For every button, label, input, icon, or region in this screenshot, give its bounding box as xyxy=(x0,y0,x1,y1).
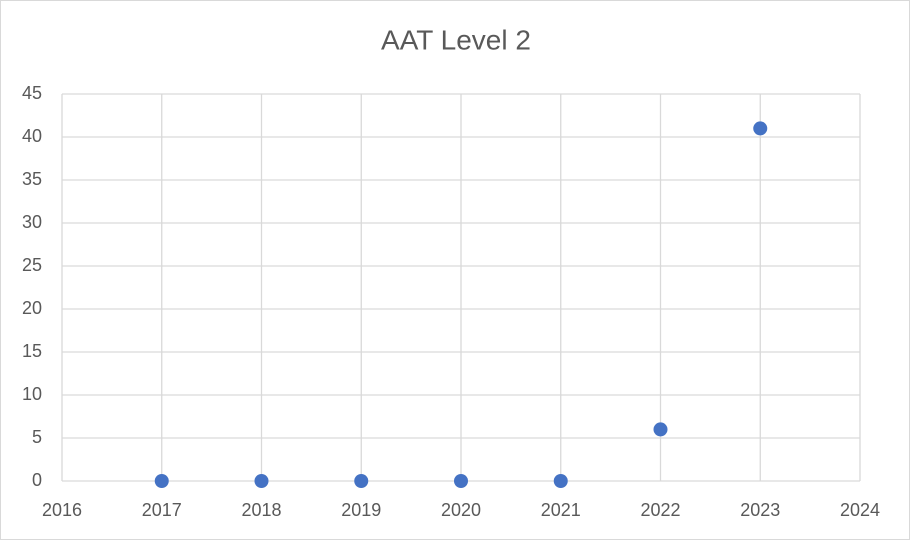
x-tick-label: 2017 xyxy=(142,500,182,520)
point xyxy=(254,474,269,488)
chart-title: AAT Level 2 xyxy=(381,24,531,55)
point xyxy=(553,474,568,488)
y-tick-label: 30 xyxy=(22,212,42,232)
y-tick-label: 0 xyxy=(32,470,42,490)
x-tick-label: 2018 xyxy=(241,500,281,520)
x-tick-label: 2024 xyxy=(840,500,880,520)
x-tick-label: 2021 xyxy=(541,500,581,520)
y-tick-label: 10 xyxy=(22,384,42,404)
x-tick-label: 2016 xyxy=(42,500,82,520)
y-tick-label: 5 xyxy=(32,427,42,447)
y-tick-label: 25 xyxy=(22,255,42,275)
y-tick-label: 35 xyxy=(22,169,42,189)
point xyxy=(454,474,468,488)
y-tick-label: 20 xyxy=(22,298,42,318)
x-tick-label: 2023 xyxy=(740,500,780,520)
y-tick-label: 40 xyxy=(22,126,42,146)
point xyxy=(753,121,768,136)
point xyxy=(354,474,369,488)
y-tick-label: 45 xyxy=(22,83,42,103)
y-tick-label: 15 xyxy=(22,341,42,361)
x-tick-label: 2022 xyxy=(640,500,680,520)
point xyxy=(154,474,169,488)
x-tick-label: 2019 xyxy=(341,500,381,520)
x-tick-label: 2020 xyxy=(441,500,481,520)
point xyxy=(653,422,668,437)
